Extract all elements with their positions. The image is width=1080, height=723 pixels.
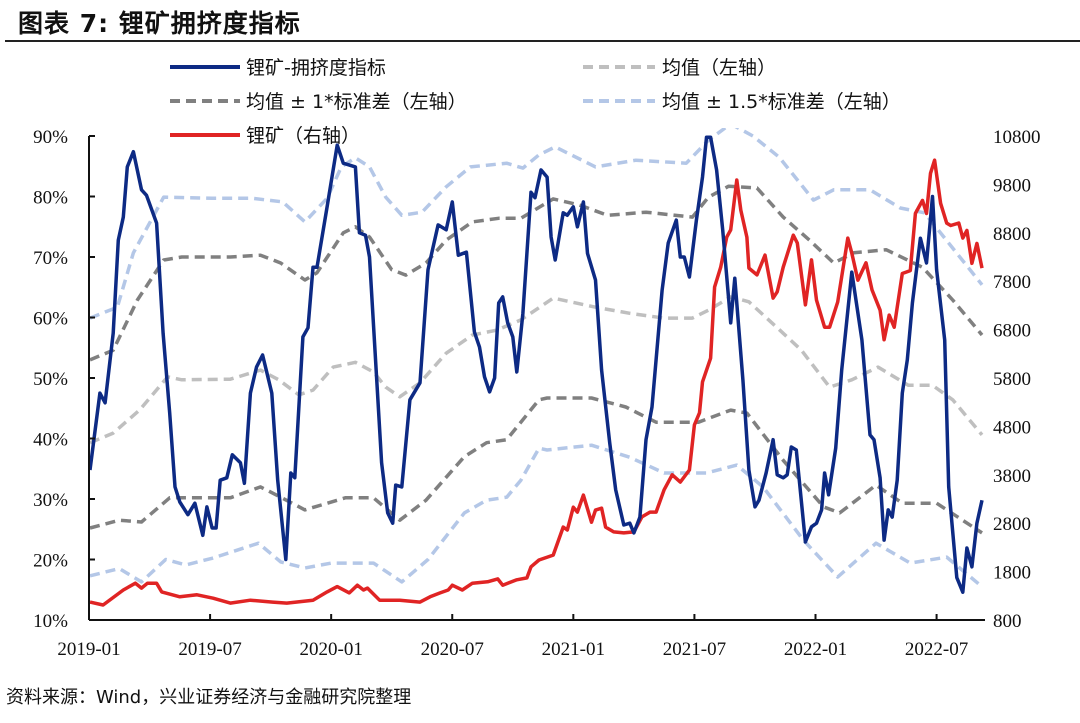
legend: 锂矿-拥挤度指标 均值（左轴） 均值 ± 1*标准差（左轴） 均值 ± 1.5*… [170, 57, 901, 147]
x-tick-label: 2021-01 [542, 639, 605, 660]
x-tick-label: 2019-07 [178, 639, 241, 660]
y-left-tick-label: 70% [33, 248, 68, 269]
y-left-tick-label: 90% [33, 127, 68, 148]
y-right-tick-label: 10800 [993, 127, 1041, 148]
y-right-tick-label: 5800 [993, 369, 1031, 390]
legend-label-lithium-price: 锂矿（右轴） [246, 125, 360, 147]
y-left-tick-label: 30% [33, 490, 68, 511]
y-left-tick-label: 10% [33, 611, 68, 632]
legend-label-lithium-crowding: 锂矿-拥挤度指标 [246, 57, 386, 79]
y-right-tick-label: 7800 [993, 272, 1031, 293]
series-line-3 [89, 396, 983, 535]
y-right-tick-label: 6800 [993, 321, 1031, 342]
y-right-tick-label: 2800 [993, 514, 1031, 535]
y-right-tick-label: 3800 [993, 466, 1031, 487]
y-right-tick-label: 1800 [993, 563, 1031, 584]
x-tick-label: 2021-07 [663, 639, 726, 660]
title-divider [5, 40, 1080, 42]
y-right-tick-label: 800 [993, 611, 1022, 632]
source-note: 资料来源：Wind，兴业证券经济与金融研究院整理 [6, 687, 412, 708]
y-left-tick-label: 50% [33, 369, 68, 390]
chart-title: 图表 7: 锂矿拥挤度指标 [18, 9, 301, 38]
axes-layer: 10% 20% 30% 40% 50% 60% 70% 80% 90% 800 1800 2800 38… [33, 127, 1040, 660]
series-line-4 [89, 128, 984, 320]
y-left-tick-label: 60% [33, 309, 68, 330]
y-right-tick-label: 9800 [993, 175, 1031, 196]
y-left-tick-label: 80% [33, 188, 68, 209]
x-tick-label: 2020-07 [421, 639, 484, 660]
y-left-tick-label: 40% [33, 430, 68, 451]
y-right-tick-label: 4800 [993, 417, 1031, 438]
x-tick-label: 2022-01 [784, 639, 847, 660]
series-line-6 [89, 158, 984, 607]
legend-label-1-5sd: 均值 ± 1.5*标准差（左轴） [662, 91, 901, 113]
series-line-2 [89, 184, 984, 362]
x-tick-label: 2022-07 [905, 639, 968, 660]
legend-label-1sd: 均值 ± 1*标准差（左轴） [246, 91, 467, 113]
series-line-5 [89, 443, 984, 589]
series-line-0 [89, 135, 984, 594]
x-tick-label: 2019-01 [57, 639, 120, 660]
legend-label-mean: 均值（左轴） [662, 57, 776, 79]
series-layer [89, 128, 984, 607]
y-right-tick-label: 8800 [993, 224, 1031, 245]
x-tick-label: 2020-01 [300, 639, 363, 660]
y-left-tick-label: 20% [33, 551, 68, 572]
